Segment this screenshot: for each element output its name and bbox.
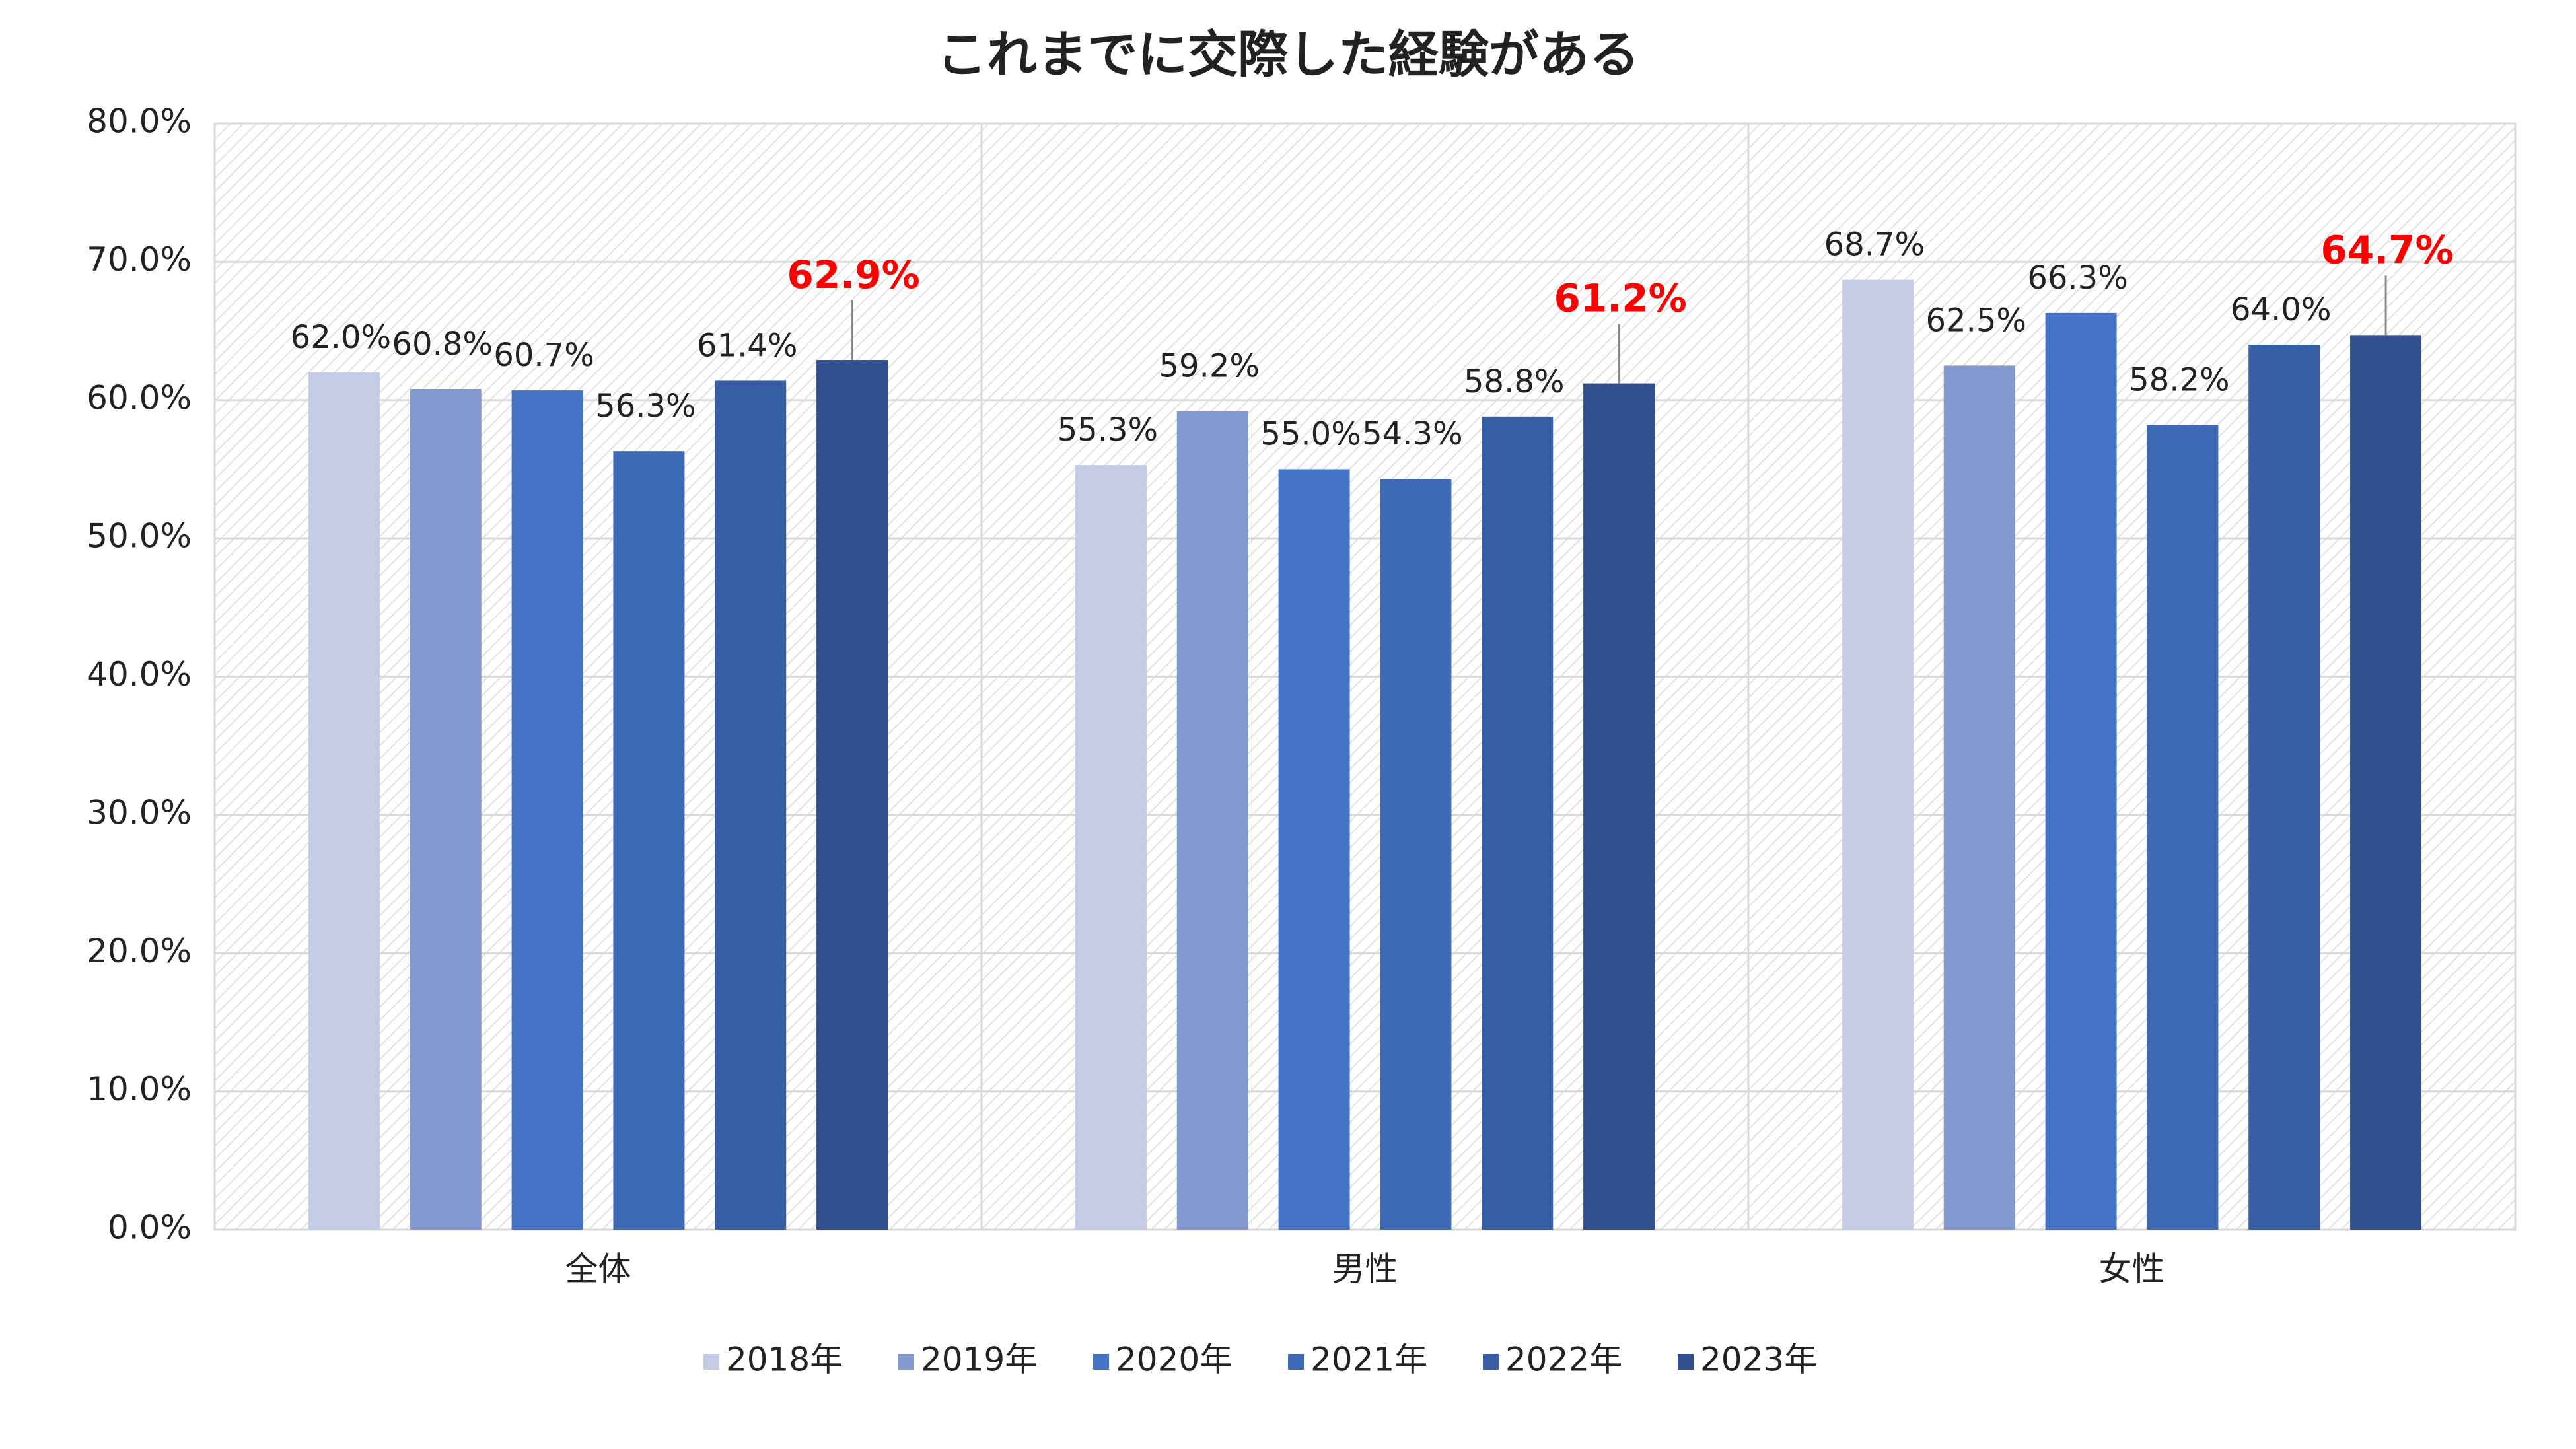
x-tick-label: 男性 <box>1332 1250 1398 1289</box>
legend-swatch <box>1288 1354 1304 1370</box>
legend-label: 2023年 <box>1700 1341 1817 1379</box>
legend-swatch <box>1678 1354 1694 1370</box>
y-tick-label: 30.0% <box>87 793 192 831</box>
legend-label: 2022年 <box>1505 1341 1622 1379</box>
data-label: 62.9% <box>787 252 919 297</box>
data-label: 68.7% <box>1824 227 1925 264</box>
bar <box>1380 479 1452 1230</box>
bar <box>1943 365 2015 1230</box>
data-label: 54.3% <box>1362 415 1462 452</box>
legend-swatch <box>1093 1354 1109 1370</box>
bar <box>1482 416 1554 1230</box>
y-tick-label: 0.0% <box>108 1209 192 1247</box>
bar <box>613 451 685 1230</box>
bar <box>816 360 888 1230</box>
y-tick-label: 10.0% <box>87 1070 192 1108</box>
data-label: 64.0% <box>2231 291 2331 328</box>
bar <box>2248 345 2320 1230</box>
legend-label: 2021年 <box>1310 1341 1427 1379</box>
data-label: 60.8% <box>392 326 493 363</box>
data-label: 56.3% <box>595 388 696 425</box>
data-label: 58.2% <box>2129 361 2229 398</box>
legend-swatch <box>703 1354 719 1370</box>
bar <box>1583 383 1655 1230</box>
data-label: 59.2% <box>1159 348 1260 385</box>
bar <box>2147 425 2219 1230</box>
y-tick-label: 60.0% <box>87 378 192 417</box>
data-label: 66.3% <box>2027 260 2128 297</box>
x-tick-label: 全体 <box>565 1250 631 1289</box>
data-label: 55.3% <box>1057 411 1158 448</box>
chart-title: これまでに交際した経験がある <box>937 25 1639 84</box>
y-tick-label: 40.0% <box>87 655 192 693</box>
data-label: 60.7% <box>493 337 594 374</box>
data-label: 61.2% <box>1554 276 1686 321</box>
y-tick-label: 50.0% <box>87 517 192 555</box>
data-label: 58.8% <box>1464 363 1564 400</box>
bar <box>1278 469 1350 1230</box>
data-label: 55.0% <box>1260 415 1361 452</box>
bar <box>308 372 380 1230</box>
legend-swatch <box>1483 1354 1499 1370</box>
y-tick-label: 80.0% <box>87 102 192 141</box>
legend-swatch <box>898 1354 914 1370</box>
legend-label: 2019年 <box>921 1341 1038 1379</box>
y-tick-label: 70.0% <box>87 240 192 279</box>
data-label: 61.4% <box>697 327 797 364</box>
legend-label: 2018年 <box>726 1341 843 1379</box>
data-label: 62.5% <box>1926 302 2026 339</box>
bar <box>2045 312 2117 1230</box>
bar <box>410 389 482 1230</box>
legend-label: 2020年 <box>1116 1341 1233 1379</box>
bar <box>511 390 583 1230</box>
bar <box>1075 465 1147 1230</box>
bar <box>715 380 787 1230</box>
x-tick-label: 女性 <box>2099 1250 2165 1289</box>
bar <box>1176 411 1248 1230</box>
bar <box>1842 279 1914 1230</box>
y-tick-label: 20.0% <box>87 932 192 970</box>
data-label: 64.7% <box>2320 227 2453 272</box>
bar <box>2350 335 2422 1230</box>
data-label: 62.0% <box>291 319 391 356</box>
